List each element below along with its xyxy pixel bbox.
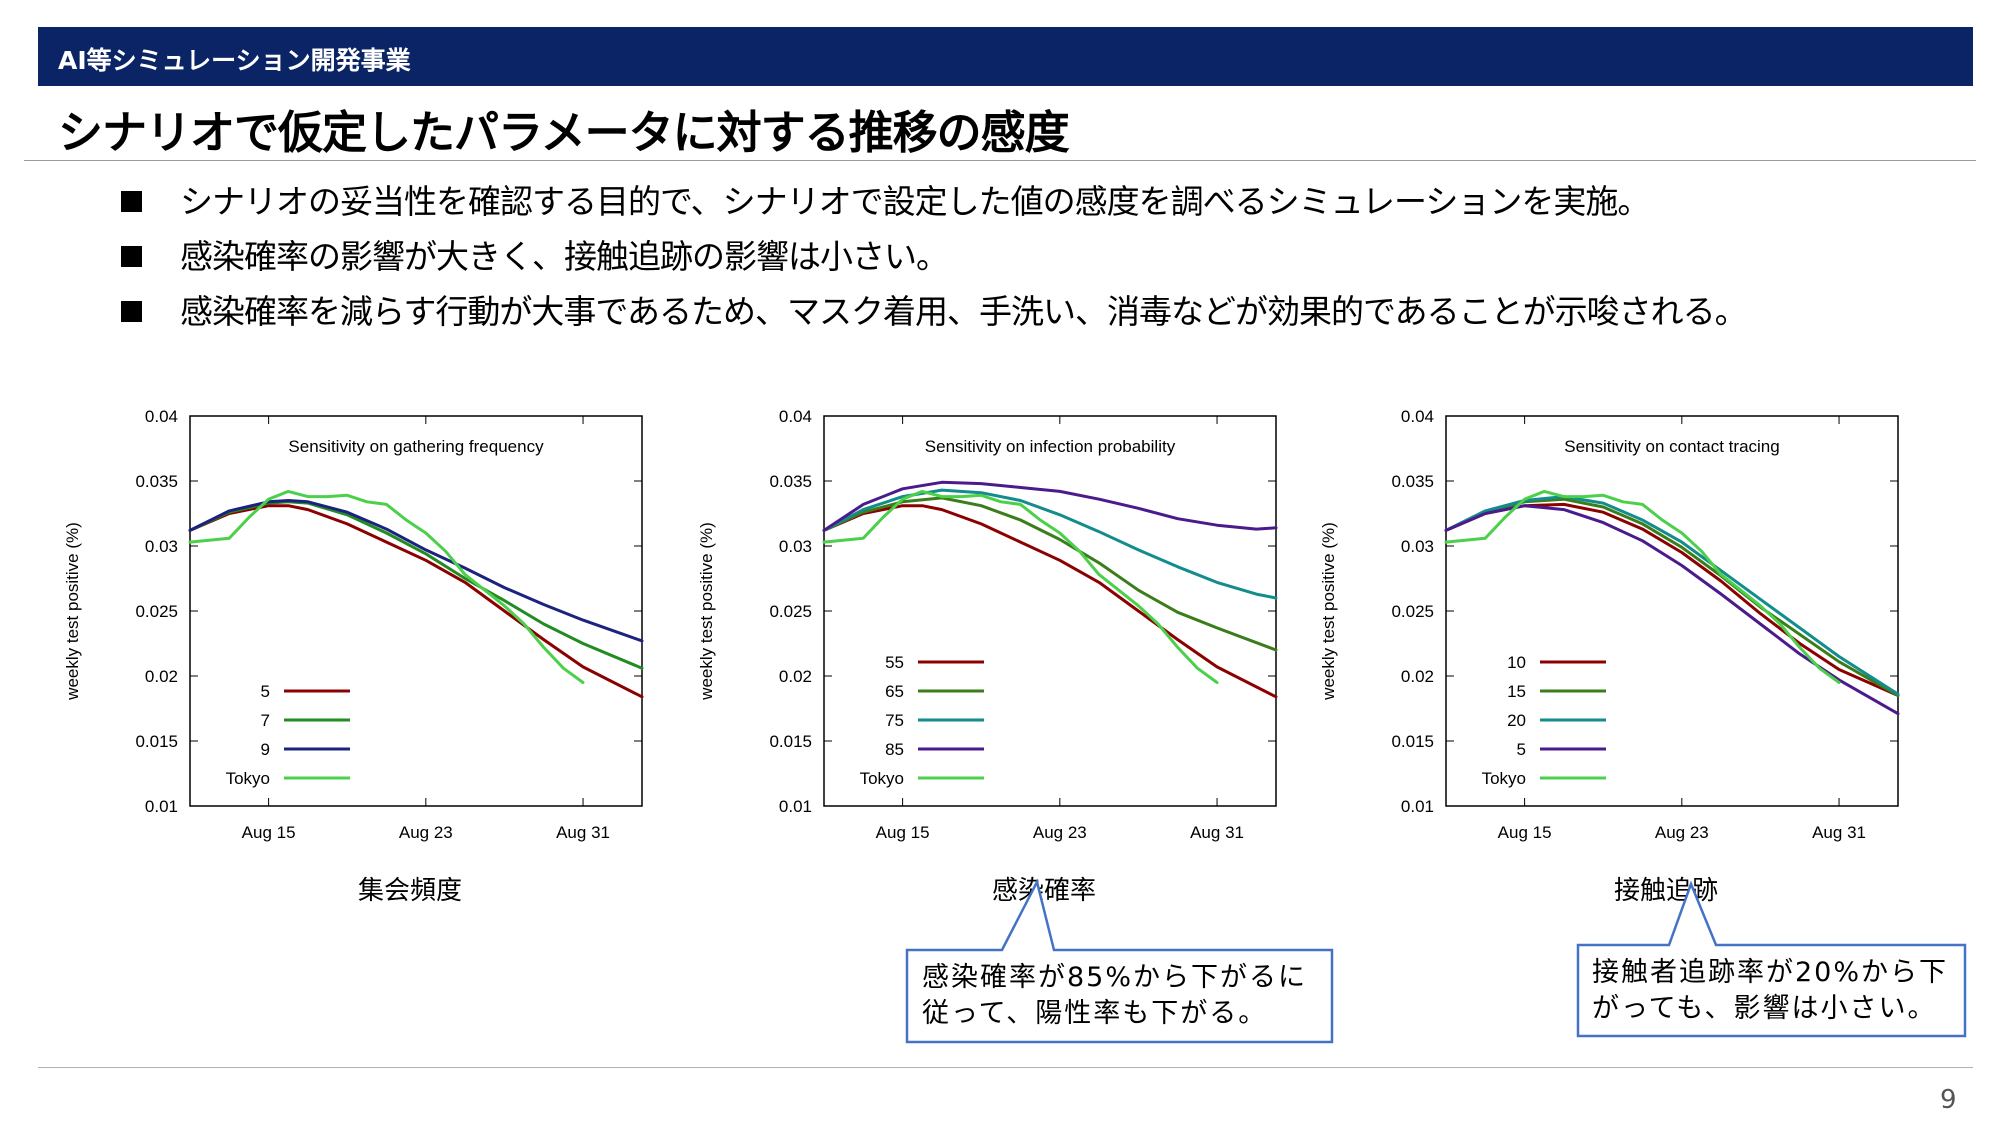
- x-tick-label: Aug 31: [556, 823, 610, 842]
- y-tick-label: 0.02: [779, 667, 812, 686]
- section-label: AI等シミュレーション開発事業: [58, 46, 411, 75]
- callout-text: 感染確率が85%から下がるに 従って、陽性率も下がる。: [922, 960, 1307, 1032]
- x-tick-label: Aug 31: [1190, 823, 1244, 842]
- chart-caption: 接触追跡: [1613, 876, 1718, 906]
- y-tick-label: 0.035: [135, 472, 178, 491]
- bullet-text: 感染確率の影響が大きく、接触追跡の影響は小さい。: [180, 237, 949, 276]
- y-tick-label: 0.04: [1401, 407, 1434, 426]
- legend-label: 10: [1507, 653, 1526, 672]
- legend-label: Tokyo: [226, 769, 270, 788]
- series-line: [1444, 495, 1900, 696]
- y-tick-label: 0.03: [779, 537, 812, 556]
- y-tick-label: 0.04: [779, 407, 812, 426]
- y-tick-label: 0.025: [1391, 602, 1434, 621]
- series-line: [822, 480, 1278, 532]
- bullet-item: 感染確率の影響が大きく、接触追跡の影響は小さい。: [118, 237, 1747, 292]
- y-tick-label: 0.03: [145, 537, 178, 556]
- chart-caption: 集会頻度: [357, 876, 462, 906]
- y-tick-label: 0.035: [1391, 472, 1434, 491]
- y-tick-label: 0.015: [135, 732, 178, 751]
- legend-label: 75: [885, 711, 904, 730]
- legend-label: 85: [885, 740, 904, 759]
- callout-shape: [1576, 880, 1967, 1038]
- y-tick-label: 0.03: [1401, 537, 1434, 556]
- chart-svg: 0.01 0.015 0.02 0.025 0.03 0.035 0.04 Aug 15 Aug…: [1319, 407, 1900, 842]
- chart-caption: 感染確率: [991, 876, 1096, 906]
- x-tick-label: Aug 15: [876, 823, 930, 842]
- chart-svg: 0.01 0.015 0.02 0.025 0.03 0.035 0.04 Aug 15 Aug…: [63, 407, 644, 842]
- callout-line: 感染確率が85%から下がるに: [922, 962, 1308, 993]
- square-bullet-icon: [121, 301, 142, 322]
- y-tick-label: 0.01: [779, 797, 812, 816]
- legend-label: 5: [261, 682, 270, 701]
- square-bullet-icon: [121, 246, 142, 267]
- legend-label: 7: [261, 711, 270, 730]
- chart-svg: 0.01 0.015 0.02 0.025 0.03 0.035 0.04 Aug 15 Aug…: [697, 407, 1278, 842]
- series-line: [822, 496, 1278, 652]
- bullet-text: 感染確率を減らす行動が大事であるため、マスク着用、手洗い、消毒などが効果的である…: [180, 292, 1748, 331]
- y-axis-label: weekly test positive (%): [697, 522, 716, 701]
- callout-line: 接触者追跡率が20%から下: [1592, 957, 1949, 988]
- y-tick-label: 0.02: [1401, 667, 1434, 686]
- series-line: [188, 499, 644, 643]
- y-tick-label: 0.015: [769, 732, 812, 751]
- y-tick-label: 0.025: [769, 602, 812, 621]
- bullet-text: シナリオの妥当性を確認する目的で、シナリオで設定した値の感度を調べるシミュレーシ…: [180, 182, 1650, 221]
- bullet-list: シナリオの妥当性を確認する目的で、シナリオで設定した値の感度を調べるシミュレーシ…: [118, 182, 1748, 347]
- legend-label: 20: [1507, 711, 1526, 730]
- callout-text: 接触者追跡率が20%から下 がっても、影響は小さい。: [1592, 955, 1948, 1027]
- page-number: 9: [1940, 1085, 1957, 1115]
- y-tick-label: 0.035: [769, 472, 812, 491]
- callout-line: 従って、陽性率も下がる。: [922, 998, 1268, 1029]
- x-tick-label: Aug 15: [1498, 823, 1552, 842]
- legend-label: 65: [885, 682, 904, 701]
- series-line: [822, 504, 1278, 699]
- x-tick-label: Aug 23: [399, 823, 453, 842]
- series-line: [188, 489, 585, 684]
- y-tick-label: 0.01: [145, 797, 178, 816]
- plot-frame: [189, 415, 643, 807]
- legend-label: 9: [261, 740, 270, 759]
- y-tick-label: 0.025: [135, 602, 178, 621]
- series-line: [1444, 489, 1841, 684]
- bullet-item: 感染確率を減らす行動が大事であるため、マスク着用、手洗い、消毒などが効果的である…: [118, 292, 1748, 347]
- page-title: シナリオで仮定したパラメータに対する推移の感度: [58, 106, 1070, 159]
- chart-title: Sensitivity on contact tracing: [1564, 437, 1779, 456]
- x-tick-label: Aug 31: [1812, 823, 1866, 842]
- footer-divider: [38, 1067, 1973, 1068]
- series-line: [822, 489, 1219, 684]
- chart-title: Sensitivity on infection probability: [925, 437, 1176, 456]
- callout-infection-probability: [905, 878, 1334, 1044]
- callout-line: がっても、影響は小さい。: [1592, 993, 1937, 1024]
- y-tick-label: 0.015: [1391, 732, 1434, 751]
- legend-label: Tokyo: [860, 769, 904, 788]
- x-tick-label: Aug 15: [242, 823, 296, 842]
- bullet-item: シナリオの妥当性を確認する目的で、シナリオで設定した値の感度を調べるシミュレーシ…: [118, 182, 1747, 237]
- series-line: [188, 504, 644, 699]
- plot-frame: [1445, 415, 1899, 807]
- legend-label: 55: [885, 653, 904, 672]
- y-tick-label: 0.01: [1401, 797, 1434, 816]
- y-tick-label: 0.04: [145, 407, 178, 426]
- y-axis-label: weekly test positive (%): [1319, 522, 1338, 701]
- callout-shape: [905, 878, 1334, 1044]
- y-tick-label: 0.02: [145, 667, 178, 686]
- x-tick-label: Aug 23: [1033, 823, 1087, 842]
- chart-infection-probability: 0.01 0.015 0.02 0.025 0.03 0.035 0.04 Aug 15 Aug…: [694, 398, 1314, 842]
- legend-label: 5: [1517, 740, 1526, 759]
- legend-label: Tokyo: [1482, 769, 1526, 788]
- title-divider: [24, 160, 1976, 161]
- y-axis-label: weekly test positive (%): [63, 522, 82, 701]
- chart-title: Sensitivity on gathering frequency: [288, 437, 544, 456]
- legend-label: 15: [1507, 682, 1526, 701]
- x-tick-label: Aug 23: [1655, 823, 1709, 842]
- series-line: [822, 488, 1278, 600]
- square-bullet-icon: [121, 191, 142, 212]
- header-bar: AI等シミュレーション開発事業: [38, 27, 1973, 86]
- chart-contact-tracing: 0.01 0.015 0.02 0.025 0.03 0.035 0.04 Aug 15 Aug…: [1316, 398, 1936, 842]
- callout-contact-tracing: [1576, 880, 1967, 1038]
- chart-gathering-frequency: 0.01 0.015 0.02 0.025 0.03 0.035 0.04 Aug 15 Aug…: [60, 398, 680, 842]
